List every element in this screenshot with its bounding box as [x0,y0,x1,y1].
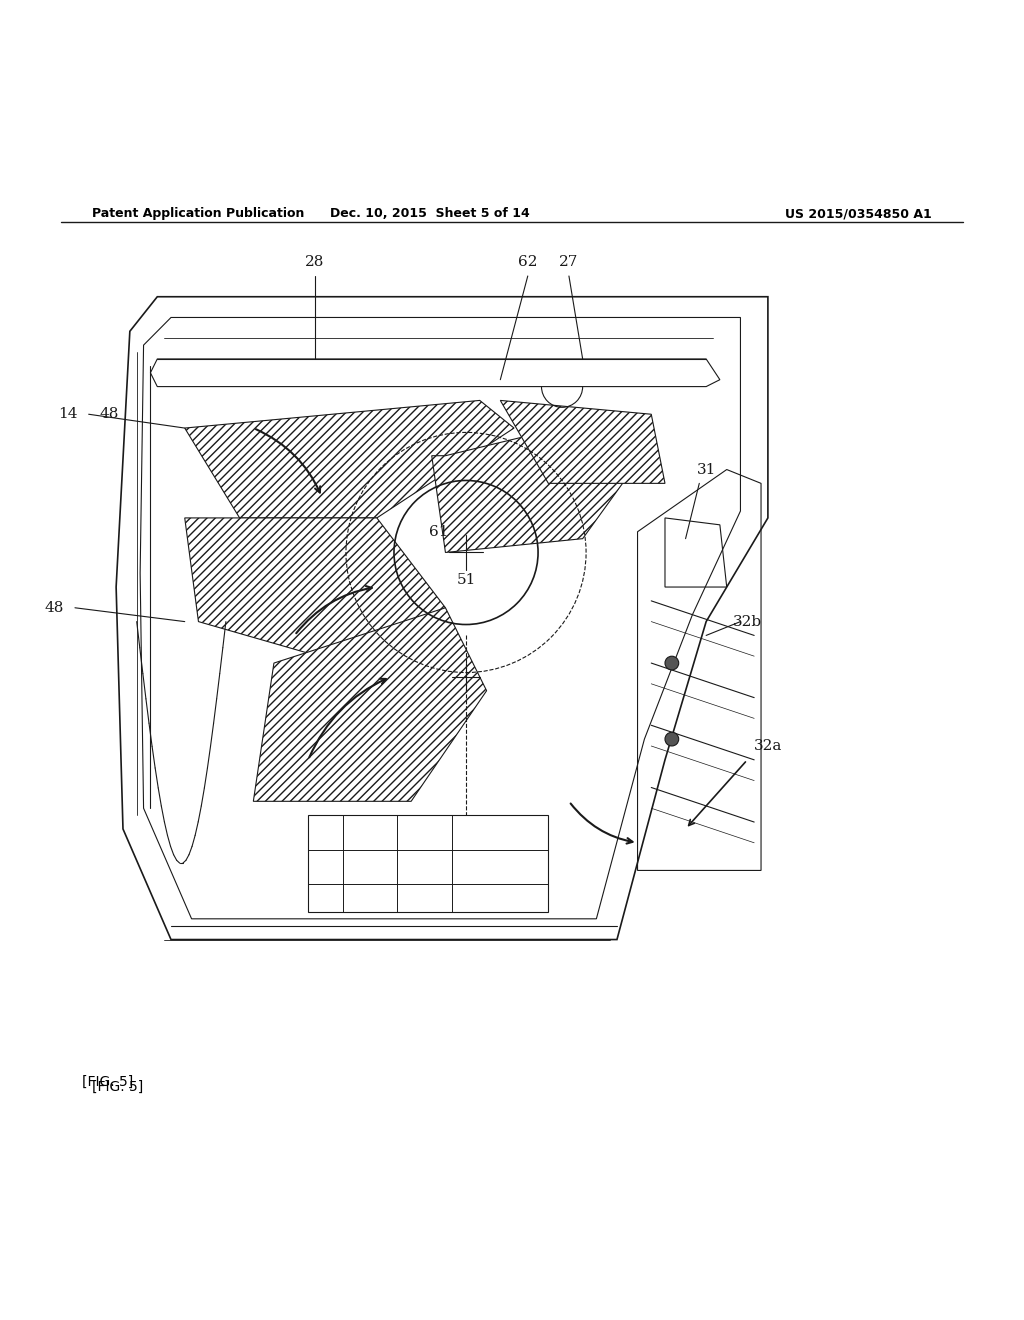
Polygon shape [253,607,486,801]
Text: US 2015/0354850 A1: US 2015/0354850 A1 [785,207,932,220]
Text: Dec. 10, 2015  Sheet 5 of 14: Dec. 10, 2015 Sheet 5 of 14 [330,207,530,220]
Text: 51: 51 [457,573,476,587]
Text: 48: 48 [45,601,65,615]
Text: 62: 62 [518,255,538,269]
Text: 28: 28 [305,255,325,269]
Text: 14: 14 [58,408,78,421]
Text: [FIG. 5]: [FIG. 5] [92,1080,143,1094]
Polygon shape [501,400,665,483]
Text: 32a: 32a [754,739,782,752]
Text: 27: 27 [559,255,579,269]
Text: 31: 31 [696,462,716,477]
Text: [FIG. 5]: [FIG. 5] [82,1074,133,1089]
Polygon shape [184,517,445,663]
Text: 32b: 32b [733,615,762,628]
Circle shape [665,656,679,671]
Circle shape [665,733,679,746]
Text: 48: 48 [99,408,119,421]
Text: 61: 61 [429,525,449,539]
Polygon shape [432,414,638,553]
Text: Patent Application Publication: Patent Application Publication [92,207,304,220]
Polygon shape [184,400,514,517]
